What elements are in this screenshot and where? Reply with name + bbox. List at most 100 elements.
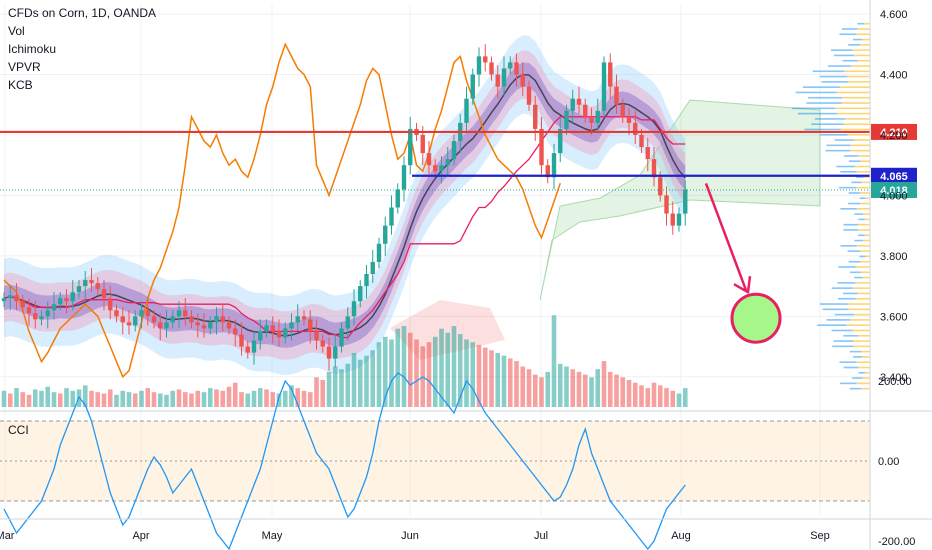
time-tick-label: Mar	[0, 530, 15, 542]
price-levels[interactable]: 4.210 4.065 4.018	[0, 123, 917, 198]
vpvr-bar-up	[833, 54, 854, 57]
vpvr-bar-down	[857, 28, 870, 30]
vpvr-bar-up	[848, 260, 861, 263]
candle-body	[308, 319, 313, 332]
candle-body	[620, 104, 625, 117]
legend-vpvr[interactable]: VPVR	[8, 60, 41, 74]
legend-kcb[interactable]: KCB	[8, 78, 33, 92]
vpvr-bar-up	[843, 223, 859, 226]
target-annotation[interactable]	[704, 182, 782, 344]
volume-bar	[182, 392, 188, 407]
candle-body	[651, 159, 657, 178]
candle-body	[26, 307, 32, 314]
vpvr-bar-up	[848, 192, 861, 194]
volume-bar	[95, 392, 101, 407]
candle-body	[314, 331, 319, 341]
vpvr-bar-up	[854, 276, 863, 279]
vpvr-bar-up	[852, 356, 863, 358]
volume-bar	[445, 332, 451, 407]
legend-ichimoku[interactable]: Ichimoku	[8, 42, 57, 56]
volume-bar	[164, 394, 169, 407]
legend-vol[interactable]: Vol	[8, 24, 25, 38]
cci-label[interactable]: CCI	[8, 423, 29, 437]
candle-body	[14, 295, 19, 302]
volume-bar	[307, 392, 313, 407]
candle-body	[670, 213, 675, 226]
candle-body	[476, 56, 482, 75]
candle-body	[270, 325, 275, 332]
vpvr-bar-up	[849, 350, 861, 353]
vpvr-bar-down	[852, 329, 870, 332]
vpvr-bar-up	[854, 239, 864, 242]
candle-body	[564, 110, 569, 129]
vpvr-bar-up	[826, 319, 851, 321]
vpvr-bar-down	[860, 202, 870, 205]
candle-body	[108, 298, 113, 311]
volume-bar	[495, 353, 501, 407]
volume-bar	[589, 377, 594, 407]
candle-body	[383, 225, 388, 244]
candle-body	[339, 328, 344, 347]
volume-bar	[270, 392, 276, 407]
vpvr-bar-down	[864, 234, 870, 237]
lagging-span-line	[3, 42, 562, 379]
vpvr-bar-up	[812, 70, 845, 73]
volume-bar	[132, 393, 138, 407]
candle-body	[201, 325, 207, 329]
vpvr-bar-down	[861, 181, 870, 184]
ichimoku-lagging-line	[3, 42, 562, 379]
candle-body	[370, 261, 375, 275]
volume-bar	[657, 385, 663, 407]
vpvr-bar-down	[857, 334, 870, 337]
volume-bar	[351, 353, 357, 407]
volume-bar	[607, 371, 613, 407]
candle-body	[358, 286, 363, 302]
vpvr-bar-down	[854, 139, 870, 141]
time-tick-label: Jul	[534, 530, 548, 542]
vpvr-bar-up	[849, 387, 861, 390]
vpvr-bar-down	[860, 271, 870, 274]
vpvr-bar-down	[860, 44, 870, 46]
candle-body	[283, 328, 288, 338]
last-price-badge	[871, 181, 917, 198]
vpvr-bar-down	[859, 250, 870, 252]
keltner-outer-band	[4, 35, 686, 375]
candle-body	[633, 122, 638, 135]
volume-bar	[114, 394, 119, 407]
candle-body	[401, 165, 407, 190]
chart-title[interactable]: CFDs on Corn, 1D, OANDA	[8, 6, 157, 20]
candle-body	[551, 153, 557, 178]
candle-body	[464, 98, 469, 123]
price-tick-label: 3.600	[880, 311, 908, 323]
candle-body	[664, 195, 669, 214]
target-circle	[730, 292, 782, 344]
candle-body	[139, 310, 144, 317]
candle-body	[33, 313, 38, 320]
target-arrowhead	[733, 276, 752, 294]
volume-bar	[620, 377, 626, 407]
candle-body	[64, 298, 69, 302]
candle-body	[176, 310, 182, 317]
volume-bar	[582, 374, 588, 407]
vpvr-bar-down	[864, 371, 870, 374]
vpvr-bar-up	[817, 324, 847, 326]
volume-bar	[45, 386, 51, 407]
candle-body	[658, 177, 663, 196]
volume-bar	[332, 366, 338, 407]
vpvr-bar-down	[855, 266, 870, 268]
vpvr-bar-up	[831, 329, 853, 332]
candle-body	[333, 346, 338, 359]
vpvr-bar-down	[861, 377, 870, 379]
candle-body	[508, 62, 513, 69]
volume-bar	[470, 342, 476, 407]
candle-body	[195, 322, 200, 326]
volume-bar	[120, 390, 126, 407]
vpvr-bar-up	[837, 282, 856, 284]
vpvr-bar-down	[842, 96, 870, 99]
candlesticks	[1, 44, 688, 371]
volume-bar	[51, 392, 57, 407]
volume-bar	[651, 382, 657, 407]
volume-bar	[526, 369, 532, 407]
